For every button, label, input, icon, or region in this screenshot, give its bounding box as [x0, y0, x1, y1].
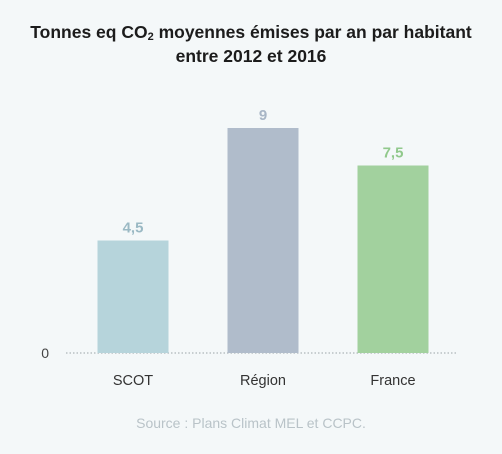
- bar: [357, 165, 429, 353]
- bar-value-label: 9: [259, 107, 267, 124]
- x-tick-label: France: [370, 373, 415, 389]
- chart-title: Tonnes eq CO2 moyennes émises par an par…: [0, 20, 502, 68]
- bar: [227, 128, 299, 353]
- title-rest: moyennes émises par an par habitant: [153, 22, 472, 42]
- y-tick-label: 0: [41, 345, 49, 361]
- title-line-2: entre 2012 et 2016: [175, 46, 327, 66]
- x-tick-label: Région: [240, 373, 286, 389]
- title-subscript: 2: [147, 31, 154, 43]
- bar: [97, 240, 169, 353]
- bar-value-label: 7,5: [383, 145, 404, 162]
- x-tick-label: SCOT: [113, 373, 153, 389]
- bar-value-label: 4,5: [123, 220, 144, 237]
- source-note: Source : Plans Climat MEL et CCPC.: [136, 415, 366, 431]
- title-main: Tonnes eq CO: [30, 22, 148, 42]
